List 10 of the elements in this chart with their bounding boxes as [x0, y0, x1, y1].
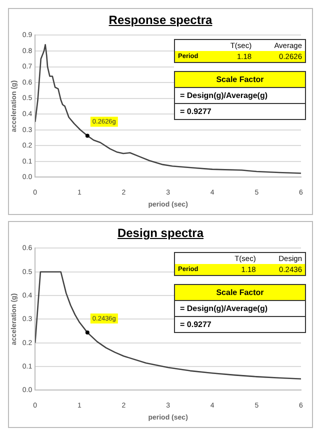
chart-title: Design spectra	[116, 226, 205, 241]
annotation: Scale Factor	[175, 285, 305, 300]
scale-factor-table: Scale Factor = Design(g)/Average(g) = 0.9277	[174, 284, 306, 333]
annotation: = 0.9277	[175, 316, 305, 332]
annotation: = Design(g)/Average(g)	[175, 300, 305, 316]
annotation: = 0.9277	[175, 103, 305, 119]
annotation: = Design(g)/Average(g)	[175, 87, 305, 103]
annotation: Scale Factor	[175, 72, 305, 87]
chart-title: Response spectra	[108, 13, 214, 28]
scale-factor-table: Scale Factor = Design(g)/Average(g) = 0.9277	[174, 71, 306, 120]
